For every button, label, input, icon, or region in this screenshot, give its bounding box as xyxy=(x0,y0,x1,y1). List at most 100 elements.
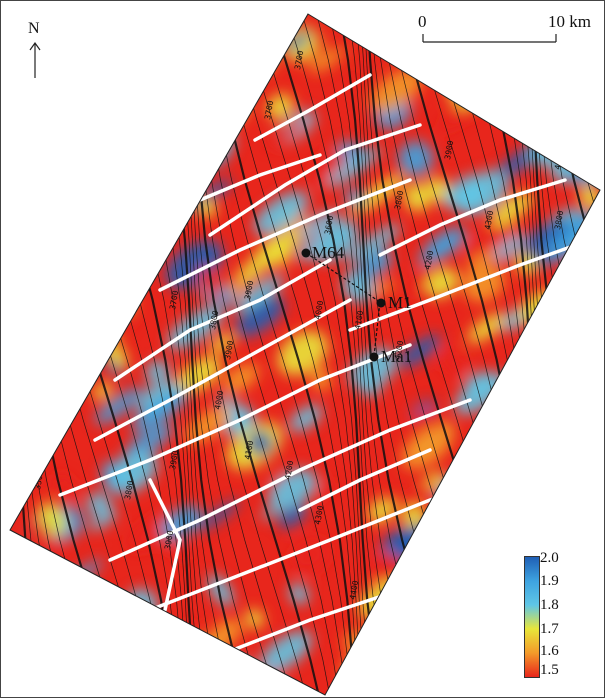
attribute-blob xyxy=(73,38,103,68)
attribute-blob xyxy=(527,507,550,532)
attribute-blob xyxy=(346,224,401,264)
attribute-blob xyxy=(498,441,540,479)
contour-label: 3700 xyxy=(293,50,305,71)
attribute-blob xyxy=(422,227,466,262)
attribute-blob xyxy=(209,60,235,81)
fault-line xyxy=(348,238,592,332)
contour-line xyxy=(10,14,97,695)
attribute-blob xyxy=(568,437,590,461)
attribute-blob xyxy=(440,348,467,378)
contour-line xyxy=(533,14,600,695)
attribute-blob xyxy=(140,204,175,234)
attribute-blob xyxy=(552,57,594,89)
attribute-blob xyxy=(455,185,485,212)
attribute-blob xyxy=(59,342,92,377)
attribute-blob xyxy=(250,232,300,271)
north-arrow-icon xyxy=(29,41,41,78)
legend-tick-1-7: 1.7 xyxy=(540,621,559,637)
fault-line xyxy=(93,298,352,442)
attribute-blob xyxy=(18,259,67,296)
contour-line xyxy=(568,14,600,695)
contour-label: 4100 xyxy=(243,440,255,461)
legend-tick-1-8: 1.8 xyxy=(540,597,559,613)
contour-line xyxy=(540,14,600,695)
attribute-blob xyxy=(97,238,116,256)
contour-label: 4100 xyxy=(553,150,565,171)
attribute-blob xyxy=(536,374,557,394)
well-marker-m1 xyxy=(376,298,386,308)
attribute-blob xyxy=(253,191,309,235)
attribute-blob xyxy=(175,79,210,116)
attribute-blob xyxy=(133,163,172,192)
attribute-blob xyxy=(398,141,434,176)
fault-line xyxy=(298,448,432,512)
attribute-blob xyxy=(409,626,458,670)
attribute-blob xyxy=(205,671,243,695)
attribute-blob xyxy=(493,234,528,260)
attribute-blob xyxy=(123,423,173,461)
attribute-blob xyxy=(115,613,145,640)
attribute-blob xyxy=(101,99,142,135)
contour-line xyxy=(529,14,600,695)
contour-label: 4200 xyxy=(423,250,435,271)
fault-line xyxy=(108,398,472,562)
map-outline xyxy=(9,13,601,696)
contour-label: 4000 xyxy=(313,300,325,321)
attribute-blob xyxy=(465,219,516,259)
well-marker-m64 xyxy=(301,248,311,258)
legend-tick-2-0: 2.0 xyxy=(540,550,559,566)
contour-label: 3900 xyxy=(243,280,255,301)
attribute-blob xyxy=(259,631,312,673)
attribute-blob xyxy=(458,592,483,617)
well-label-ma1: Ma1 xyxy=(381,347,413,366)
attribute-blob xyxy=(405,558,462,605)
fault-line xyxy=(198,153,322,202)
attribute-blob xyxy=(515,446,568,485)
attribute-blob xyxy=(87,492,111,516)
contour-line xyxy=(237,14,369,695)
attribute-blob xyxy=(403,183,432,212)
attribute-blob xyxy=(253,33,272,54)
attribute-blob xyxy=(549,347,592,378)
attribute-blob xyxy=(27,649,76,691)
fault-line xyxy=(158,178,412,292)
contour-line xyxy=(537,14,600,695)
fault-lines xyxy=(58,73,592,657)
contour-label: 4100 xyxy=(353,310,365,331)
attribute-blob xyxy=(544,459,573,483)
legend-tick-1-6: 1.6 xyxy=(540,643,559,659)
attribute-blob xyxy=(403,266,441,295)
attribute-blob xyxy=(225,15,259,48)
attribute-blob xyxy=(539,452,590,496)
scale-start-label: 0 xyxy=(418,12,427,31)
contour-label: 4000 xyxy=(503,100,515,121)
attribute-blob xyxy=(114,238,152,269)
attribute-blob xyxy=(358,250,393,279)
contour-label: 4200 xyxy=(393,340,405,361)
contour-line xyxy=(10,14,67,695)
attribute-blob xyxy=(560,385,584,411)
attribute-blob xyxy=(476,484,511,517)
contour-line xyxy=(550,14,600,695)
attribute-blob xyxy=(245,39,274,73)
contour-label: 4200 xyxy=(283,460,295,481)
attribute-blob xyxy=(48,172,105,220)
attribute-blob xyxy=(456,615,512,659)
attribute-blob xyxy=(30,134,55,163)
attribute-blob xyxy=(145,360,170,383)
contour-label: 3600 xyxy=(103,330,115,351)
contour-line xyxy=(226,14,364,695)
contour-line xyxy=(251,14,376,695)
attribute-blob xyxy=(538,363,593,410)
attribute-blob xyxy=(266,118,306,148)
attribute-blob xyxy=(136,14,171,40)
contour-label: 3900 xyxy=(443,140,455,161)
attribute-blob xyxy=(207,14,250,44)
contour-line xyxy=(580,14,600,695)
attribute-blob xyxy=(59,267,101,298)
attribute-blob xyxy=(172,132,224,170)
attribute-blob xyxy=(510,437,545,468)
attribute-blob xyxy=(390,480,439,516)
